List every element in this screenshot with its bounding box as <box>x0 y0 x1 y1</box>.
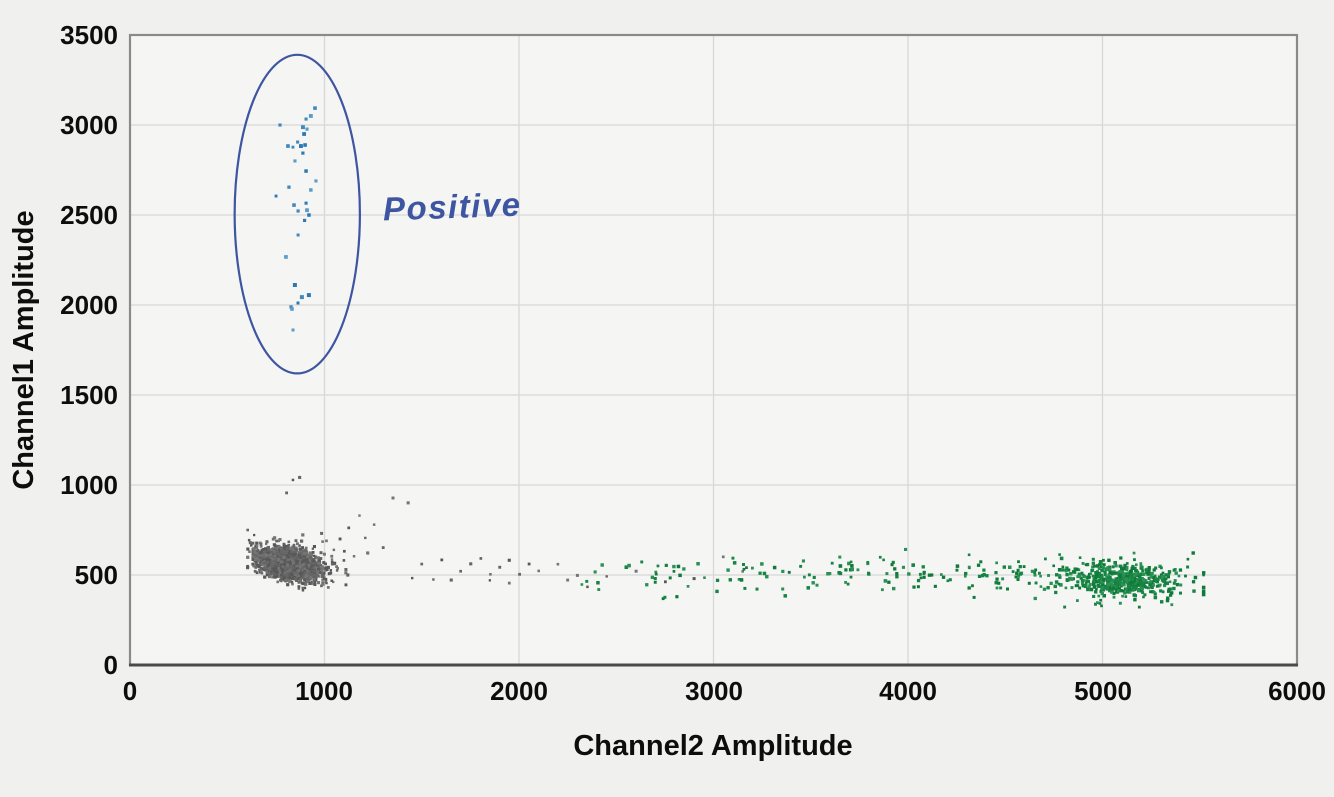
x-tick-label: 5000 <box>1074 676 1132 706</box>
x-tick-label: 4000 <box>879 676 937 706</box>
scatter-points-ch1-positive-droplets <box>274 106 318 332</box>
y-axis-title: Channel1 Amplitude <box>8 210 40 490</box>
x-tick-label: 1000 <box>295 676 353 706</box>
x-tick-label: 0 <box>122 676 138 706</box>
y-tick-label: 1000 <box>60 470 118 500</box>
y-tick-label: 1500 <box>60 380 118 410</box>
y-tick-label: 500 <box>74 560 118 590</box>
x-tick-label: 3000 <box>685 676 743 706</box>
y-tick-label: 2500 <box>60 200 118 230</box>
y-tick-label: 0 <box>103 650 118 680</box>
positive-gate-ellipse <box>233 53 361 375</box>
x-tick-label: 6000 <box>1268 676 1326 706</box>
x-tick-label: 2000 <box>490 676 548 706</box>
x-axis-title: Channel2 Amplitude <box>573 730 853 762</box>
positive-annotation-label: Positive <box>382 185 523 228</box>
y-tick-label: 2000 <box>60 290 118 320</box>
y-tick-label: 3000 <box>60 110 118 140</box>
y-tick-label: 3500 <box>60 20 118 50</box>
scatter-points-ch2-positive-droplets <box>580 547 1206 609</box>
scatter-points-negative-droplets <box>246 475 744 592</box>
